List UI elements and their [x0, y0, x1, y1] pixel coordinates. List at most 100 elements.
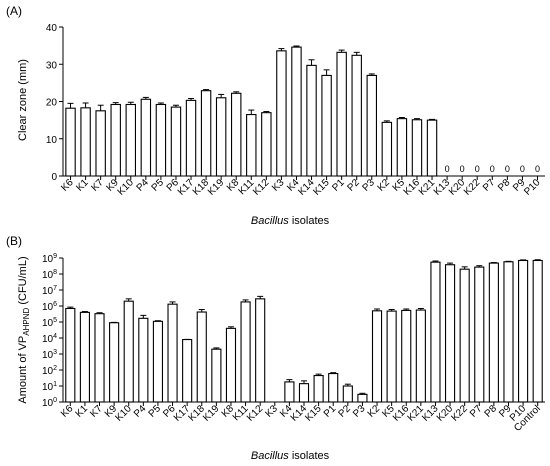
panel-b-y-tick-base: 10 [42, 302, 54, 313]
panel-a-bar [381, 121, 393, 177]
panel-b-y-tick-label: 109 [42, 253, 57, 265]
panel-b-bar [109, 322, 120, 403]
panel-b-y-tick-exponent: 9 [53, 253, 57, 260]
panel-a-x-tick-label: K15 [311, 177, 332, 198]
panel-b-bar [459, 268, 470, 403]
panel-b-y-axis-label-main: Amount of VP [17, 336, 29, 404]
panel-a-y-tick-label: 20 [46, 98, 58, 109]
panel-b-x-tick-label: K15 [303, 403, 324, 424]
panel-b-y-tick-exponent: 2 [53, 365, 57, 372]
panel-b-y-tick-label: 105 [42, 317, 57, 329]
panel-b-bar [167, 303, 178, 403]
panel-a-x-axis-label-rest: isolates [289, 215, 330, 227]
panel-b-bar [255, 298, 266, 403]
panel-b-y-tick-label: 106 [42, 301, 57, 313]
panel-a-zero-value-label: 0 [490, 164, 495, 174]
panel-b-y-axis-label-tail: (CFU/mL) [17, 256, 29, 307]
panel-b-bar [357, 393, 368, 403]
panel-b-bar [79, 311, 90, 403]
panel-a-bar [321, 74, 332, 177]
panel-b-bar [225, 327, 237, 403]
panel-a-bar [110, 103, 121, 177]
panel-b-y-axis-label-sub: AHPND [22, 308, 31, 336]
panel-a-bar [336, 51, 347, 177]
panel-b-y-tick-exponent: 4 [53, 333, 57, 340]
panel-b-bar [240, 301, 251, 403]
panel-b-bar [65, 307, 76, 403]
panel-a-x-axis-label-italic: Bacillus [251, 215, 289, 227]
panel-b-y-tick-label: 102 [42, 365, 57, 377]
panel-a-bar [246, 113, 257, 177]
panel-a-bar [306, 64, 317, 177]
panel-a-x-tick-label: K19 [206, 177, 227, 198]
panel-b-y-tick-exponent: 8 [53, 269, 57, 276]
panel-a-bar [185, 99, 197, 177]
panel-b-bar [342, 385, 353, 403]
panel-b-bar [386, 310, 397, 403]
panel-a-x-tick-label: P7 [481, 177, 498, 194]
panel-b-y-tick-label: 108 [42, 269, 57, 281]
panel-a-bar [155, 103, 167, 177]
panel-b-x-axis-label-italic: Bacillus [251, 450, 289, 462]
panel-a-bar [261, 112, 272, 177]
panel-b-bar [123, 300, 134, 403]
panel-a-bar [140, 98, 152, 177]
panel-a-bar [426, 119, 438, 177]
panel-a-x-tick-label: K3 [270, 177, 287, 194]
panel-b-bar [196, 311, 207, 403]
panel-b-y-tick-base: 10 [42, 366, 54, 377]
panel-b-bar [298, 383, 310, 403]
panel-a-zero-value-label: 0 [460, 164, 465, 174]
panel-b-x-tick-label: K19 [201, 403, 222, 424]
panel-a-bar-chart: (A) Clear zone (mm) Bacillus isolates 0 1… [6, 4, 545, 227]
panel-b-bar [444, 264, 456, 403]
panel-a-x-tick-label: K7 [89, 177, 106, 194]
panel-a-bar [411, 119, 423, 177]
panel-b-bar [138, 317, 149, 403]
panel-b-bar [94, 313, 105, 403]
panel-b-bar [488, 262, 499, 403]
panel-a-bar [230, 92, 242, 177]
panel-b-y-tick-base: 10 [42, 350, 54, 361]
panel-b-bar [415, 309, 426, 403]
panel-a-zero-value-label: 0 [535, 164, 540, 174]
panel-b-bar [328, 372, 339, 403]
panel-a-y-tick-label: 0 [51, 172, 57, 183]
panel-a-x-tick-label: K10 [116, 177, 137, 198]
panel-a-label: (A) [6, 4, 22, 18]
panel-a-zero-value-label: 0 [505, 164, 510, 174]
panel-a-bar [95, 110, 106, 177]
panel-a-bar [65, 107, 76, 177]
panel-a-bar [276, 50, 287, 177]
panel-b-bar-chart: (B) Amount of VPAHPND (CFU/mL) Bacillus … [6, 234, 545, 462]
panel-b-x-axis-label-rest: isolates [289, 450, 330, 462]
panel-b-y-tick-label: 101 [42, 381, 57, 393]
panel-b-bar [284, 381, 295, 403]
panel-b-y-tick-base: 10 [42, 286, 54, 297]
panel-b-bar [503, 261, 514, 403]
panel-a-x-tick-label: K2 [376, 177, 393, 194]
panel-b-bar [371, 310, 383, 403]
panel-b-bar [152, 320, 164, 403]
panel-a-zero-value-label: 0 [520, 164, 525, 174]
panel-b-bar [313, 374, 324, 403]
panel-b-x-axis-label: Bacillus isolates [251, 450, 330, 462]
panel-b-y-tick-label: 100 [42, 397, 57, 409]
panel-a-zero-value-label: 0 [445, 164, 450, 174]
panel-a-x-axis-label: Bacillus isolates [251, 215, 330, 227]
panel-b-bar [211, 348, 222, 403]
panel-a-y-axis-label: Clear zone (mm) [17, 59, 29, 141]
panel-a-bar [215, 97, 227, 177]
panel-a-y-tick-label: 10 [46, 135, 58, 146]
panel-a-bar [351, 54, 362, 177]
panel-b-y-tick-base: 10 [42, 382, 54, 393]
panel-a-x-tick-label: P5 [150, 177, 167, 194]
panel-a-bar [170, 106, 182, 177]
panel-b-y-tick-label: 103 [42, 349, 57, 361]
panel-b-y-tick-label: 107 [42, 285, 57, 297]
panel-b-x-tick-label: K22 [449, 403, 470, 424]
panel-a-x-tick-label: P2 [345, 177, 362, 194]
panel-b-x-tick-label: K10 [113, 403, 134, 424]
panel-a-bar [80, 107, 91, 177]
panel-a-x-tick-label: K12 [251, 177, 272, 198]
